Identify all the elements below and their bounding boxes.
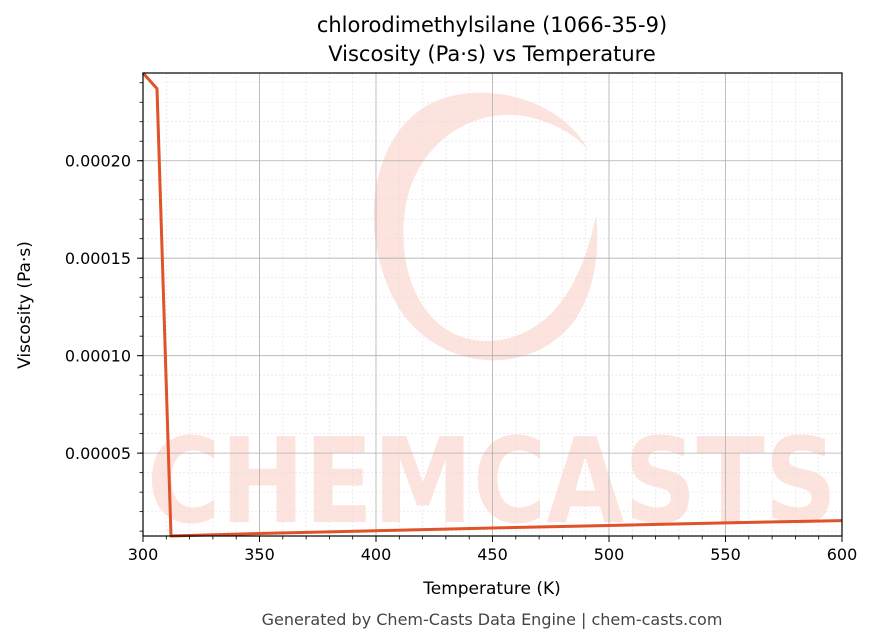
x-tick-label: 500 (594, 545, 625, 564)
x-tick-label: 550 (710, 545, 741, 564)
y-tick-label: 0.00020 (65, 152, 131, 171)
series-layer (141, 71, 843, 538)
y-axis-ticks: 0.00005 0.00010 0.00015 0.00020 (65, 82, 143, 532)
x-tick-label: 400 (361, 545, 392, 564)
footer-credit: Generated by Chem-Casts Data Engine | ch… (262, 610, 723, 629)
x-axis-ticks: 300 350 400 450 500 550 600 (128, 536, 858, 564)
y-tick-label: 0.00005 (65, 444, 131, 463)
x-tick-label: 350 (244, 545, 275, 564)
x-axis-label: Temperature (K) (422, 579, 561, 599)
chart-title-line2: Viscosity (Pa·s) vs Temperature (328, 42, 656, 66)
y-axis-label: Viscosity (Pa·s) (15, 241, 35, 369)
y-tick-label: 0.00015 (65, 249, 131, 268)
chart-title-line1: chlorodimethylsilane (1066-35-9) (317, 13, 667, 37)
y-tick-label: 0.00010 (65, 347, 131, 366)
series-line (141, 71, 843, 538)
x-tick-label: 600 (827, 545, 858, 564)
x-tick-label: 450 (477, 545, 508, 564)
x-tick-label: 300 (128, 545, 159, 564)
